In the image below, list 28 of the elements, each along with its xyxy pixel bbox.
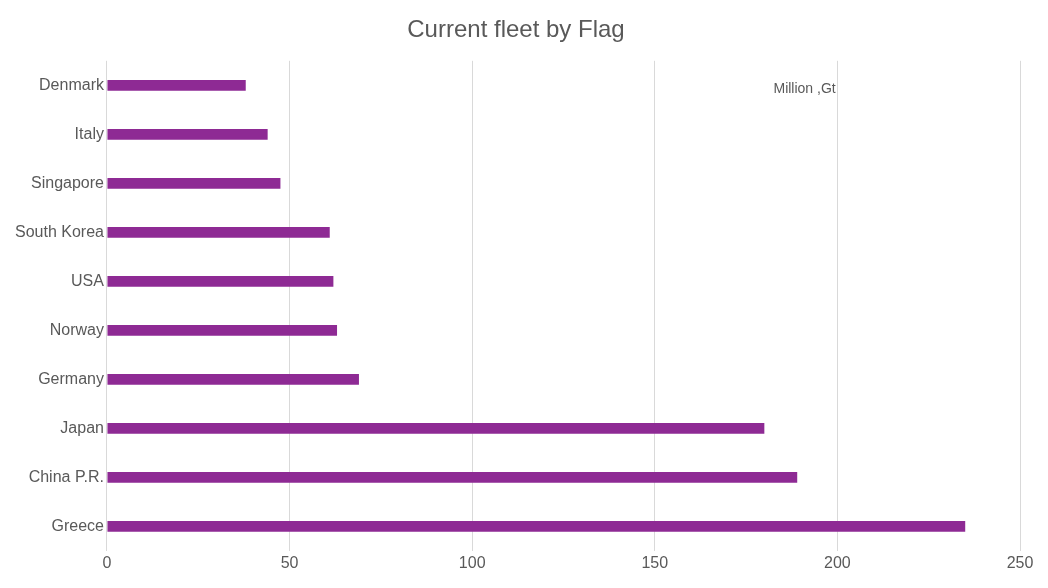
y-tick-label: Japan bbox=[60, 418, 104, 436]
bar bbox=[107, 324, 338, 336]
y-tick-label: Singapore bbox=[31, 173, 105, 191]
bar bbox=[107, 471, 798, 483]
x-tick-label: 0 bbox=[102, 553, 112, 571]
y-tick-label: South Korea bbox=[15, 222, 105, 240]
y-tick-label: Norway bbox=[49, 320, 104, 338]
bar bbox=[107, 275, 334, 287]
x-tick-label: 100 bbox=[458, 553, 486, 571]
bar bbox=[107, 520, 966, 532]
y-tick-label: Denmark bbox=[39, 75, 105, 93]
y-tick-label: China P.R. bbox=[28, 467, 104, 485]
bar bbox=[107, 226, 330, 238]
bar bbox=[107, 128, 268, 140]
annotation: Million ,Gt bbox=[773, 79, 836, 96]
y-tick-label: USA bbox=[71, 271, 105, 289]
x-tick-label: 250 bbox=[1006, 553, 1034, 571]
x-tick-label: 200 bbox=[824, 553, 851, 571]
chart-title: Current fleet by Flag bbox=[407, 15, 625, 43]
y-tick-label: Italy bbox=[74, 124, 104, 142]
x-tick-label: 50 bbox=[280, 553, 299, 571]
bar bbox=[107, 422, 765, 434]
bar bbox=[107, 373, 359, 385]
y-tick-label: Germany bbox=[38, 369, 104, 387]
bar bbox=[107, 177, 281, 189]
bar bbox=[107, 79, 246, 91]
x-tick-label: 150 bbox=[641, 553, 669, 571]
y-tick-label: Greece bbox=[51, 516, 105, 534]
